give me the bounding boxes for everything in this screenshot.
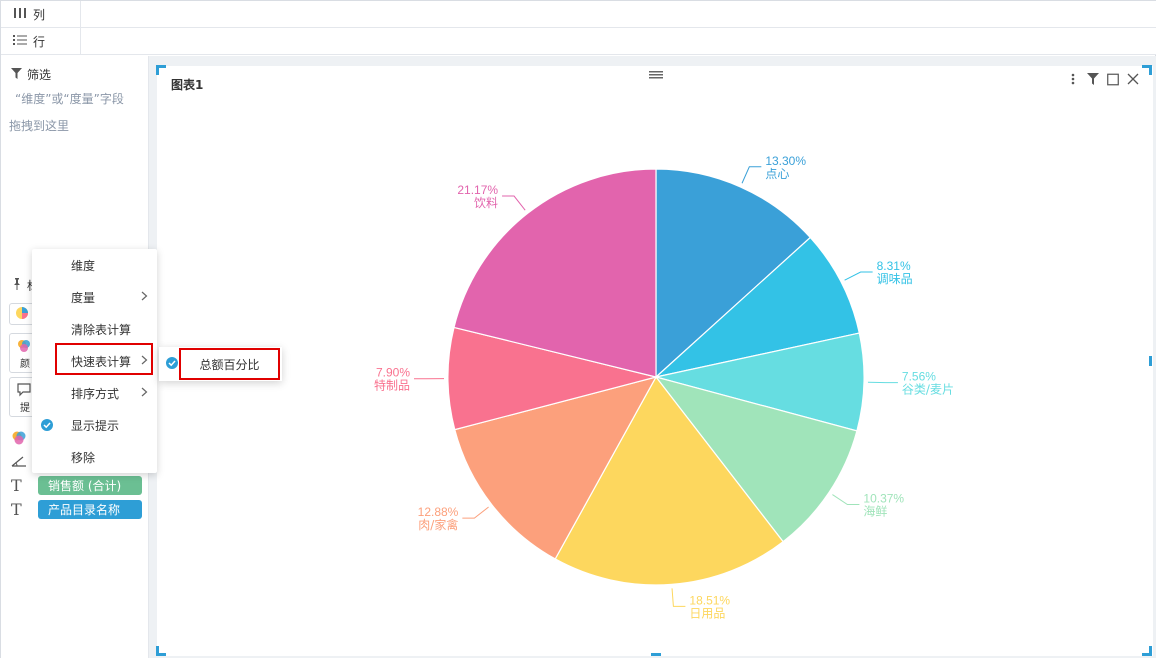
filter-icon — [11, 67, 22, 82]
more-vertical-icon[interactable] — [1067, 72, 1079, 86]
pie-leader-line-7 — [502, 195, 526, 211]
menu-item-show-tooltip[interactable]: 显示提示 — [32, 409, 157, 441]
resize-handle-bl-v[interactable] — [156, 646, 159, 656]
menu-item-sort[interactable]: 排序方式 — [32, 377, 157, 409]
pie-percent-label-7: 21.17% — [457, 183, 498, 197]
pie-percent-label-5: 12.88% — [418, 505, 459, 519]
resize-handle-tr[interactable] — [1142, 65, 1152, 68]
pie-category-label-5: 肉/家禽 — [418, 517, 458, 532]
resize-handle-tl[interactable] — [156, 65, 166, 68]
resize-handle-b[interactable] — [651, 653, 661, 656]
pie-percent-label-6: 7.90% — [376, 366, 410, 380]
submenu-quick-table-calc: 总额百分比 — [159, 347, 282, 381]
pie-slice-2[interactable] — [655, 332, 865, 432]
menu-item-label: 维度 — [71, 258, 96, 273]
submenu-item-percent-of-total[interactable]: 总额百分比 — [179, 348, 280, 380]
chart-card[interactable]: 图表1 13.30% 点心 8.31% 调味品 7.56% 谷类/麦片 10.37% 海鲜 18… — [157, 66, 1153, 656]
maximize-icon[interactable] — [1107, 72, 1119, 86]
chevron-right-icon — [141, 354, 148, 368]
pie-category-label-1: 调味品 — [877, 272, 913, 286]
chevron-right-icon — [141, 386, 148, 400]
menu-item-measure[interactable]: 度量 — [32, 281, 157, 313]
pie-type-icon — [15, 306, 29, 323]
pie-slice-7[interactable] — [453, 168, 657, 378]
check-icon — [166, 357, 178, 372]
filter-hint: “维度”或“度量”字段 — [15, 92, 124, 106]
resize-handle-br[interactable] — [1142, 653, 1152, 656]
pie-slice-0[interactable] — [655, 168, 812, 379]
color-field-icon — [11, 430, 27, 449]
filter-icon[interactable] — [1087, 72, 1099, 86]
filter-section-title: 筛选 — [11, 66, 51, 83]
pie-category-label-4: 日用品 — [689, 606, 725, 620]
pie-leader-line-4 — [671, 588, 686, 607]
label-field-icon-1: T — [11, 476, 22, 495]
menu-item-clear-table-calc[interactable]: 清除表计算 — [32, 313, 157, 345]
check-icon — [41, 419, 53, 434]
rows-label: 行 — [33, 35, 46, 49]
dashboard-canvas: 图表1 13.30% 点心 8.31% 调味品 7.56% 谷类/麦片 10.37% 海鲜 18… — [149, 56, 1156, 658]
columns-shelf[interactable]: 列 — [1, 1, 1156, 28]
chart-title: 图表1 — [171, 78, 204, 92]
menu-item-remove[interactable]: 移除 — [32, 441, 157, 473]
columns-shelf-label: 列 — [1, 1, 81, 28]
menu-item-label: 度量 — [71, 290, 96, 305]
context-menu: 维度 度量 清除表计算 快速表计算 排序方式 显示提示 移除 — [32, 249, 157, 473]
pie-category-label-6: 特制品 — [374, 378, 410, 393]
menu-item-dimension[interactable]: 维度 — [32, 249, 157, 281]
submenu-item-label: 总额百分比 — [199, 357, 260, 372]
pie-category-label-0: 点心 — [765, 167, 789, 181]
resize-handle-bl[interactable] — [156, 653, 166, 656]
angle-field-icon — [11, 454, 27, 471]
pie-leader-line-5 — [462, 506, 489, 519]
pie-leader-line-1 — [844, 271, 873, 281]
close-icon[interactable] — [1127, 72, 1139, 86]
menu-item-label: 显示提示 — [71, 418, 120, 433]
pie-category-label-7: 饮料 — [474, 196, 498, 210]
pie-slice-5[interactable] — [454, 376, 658, 560]
pie-category-label-2: 谷类/麦片 — [902, 383, 954, 397]
color-icon — [17, 339, 31, 356]
card-toolbar — [1067, 72, 1139, 86]
menu-item-label: 快速表计算 — [71, 354, 132, 369]
tooltip-icon — [17, 383, 31, 400]
pie-percent-label-4: 18.51% — [689, 593, 730, 607]
filter-title-text: 筛选 — [27, 68, 52, 82]
menu-item-label: 移除 — [71, 450, 96, 465]
pin-icon — [11, 278, 23, 293]
resize-handle-tl-v[interactable] — [156, 65, 159, 75]
color-property-label: 颜 — [20, 359, 30, 370]
rows-shelf[interactable]: 行 — [1, 28, 1156, 55]
pie-slice-4[interactable] — [554, 375, 784, 586]
rows-icon — [13, 34, 27, 49]
pie-slice-3[interactable] — [654, 375, 858, 543]
drag-handle-icon[interactable] — [649, 68, 663, 82]
resize-handle-r[interactable] — [1149, 356, 1152, 366]
filter-drop-zone[interactable]: 拖拽到这里 — [9, 119, 70, 133]
pie-percent-label-1: 8.31% — [877, 259, 911, 273]
tooltip-property-label: 提 — [20, 403, 30, 414]
rows-shelf-label: 行 — [1, 28, 81, 55]
pie-percent-label-0: 13.30% — [765, 154, 806, 168]
measure-pill-sales[interactable]: 销售额 (合计) — [38, 476, 142, 495]
pie-percent-label-2: 7.56% — [902, 370, 936, 384]
columns-label: 列 — [33, 8, 46, 22]
pie-category-label-3: 海鲜 — [863, 504, 887, 519]
columns-icon — [13, 7, 27, 22]
menu-item-label: 清除表计算 — [71, 322, 132, 337]
label-field-icon-2: T — [11, 500, 22, 519]
pie-chart[interactable]: 13.30%点心 8.31%调味品 7.56%谷类/麦片 10.37%海鲜 18.51%… — [157, 66, 1153, 656]
menu-item-quick-table-calc[interactable]: 快速表计算 — [32, 345, 157, 377]
pie-leader-line-0 — [741, 166, 762, 184]
pie-percent-label-3: 10.37% — [863, 492, 904, 506]
pie-leader-line-3 — [832, 494, 860, 506]
pie-slice-1[interactable] — [653, 236, 861, 379]
resize-handle-tr-v[interactable] — [1149, 65, 1152, 75]
chevron-right-icon — [141, 290, 148, 304]
menu-item-label: 排序方式 — [71, 386, 120, 401]
dimension-pill-category[interactable]: 产品目录名称 — [38, 500, 142, 519]
pie-slice-6[interactable] — [447, 326, 657, 431]
resize-handle-br-v[interactable] — [1149, 646, 1152, 656]
